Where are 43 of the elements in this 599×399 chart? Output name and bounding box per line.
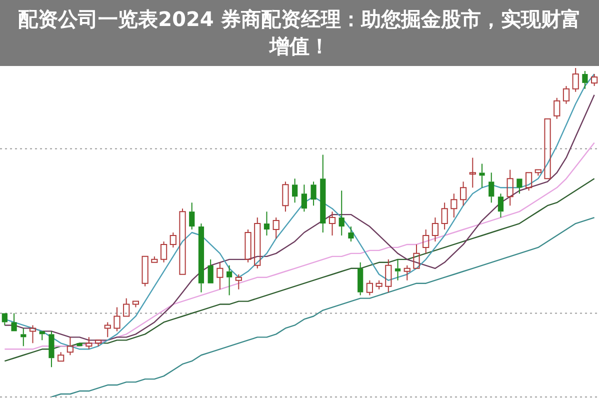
candlestick [582,70,588,90]
candlestick [516,178,522,194]
candlestick [301,184,307,212]
candlestick [385,258,392,293]
candlestick [488,172,494,204]
candlestick [413,244,420,269]
candlestick [216,262,224,290]
candlestick [123,298,130,317]
candlestick [422,229,430,254]
candlestick [432,217,439,242]
candlestick [320,154,326,233]
candlestick [460,181,467,206]
candlestick [48,330,54,368]
candlestick [226,264,232,296]
candlestick [506,169,514,206]
candlestick [338,190,344,236]
candlestick [441,202,448,230]
candlestick [29,324,36,344]
candlestick [498,193,504,218]
candlestick [292,178,298,204]
candlestick [348,226,354,242]
candlestick [114,306,120,332]
candlestick [394,258,401,281]
candlestick [404,264,410,281]
candlestick [189,202,195,230]
candlestick [208,258,214,284]
candlestick [198,223,204,293]
candlestick [39,331,45,341]
candlestick [328,211,336,236]
candlestick [11,312,17,332]
candlestick [450,193,458,218]
candlestick [469,157,476,188]
candlestick [264,211,270,236]
candlestick [66,336,74,356]
candlestick [104,322,111,338]
candlestick [272,217,280,239]
candlestick [2,313,8,326]
candlestick [310,181,316,206]
candlestick [20,328,26,347]
candlestick [235,274,242,290]
candlestick [358,262,364,296]
chart-title: 配资公司一览表2024 券商配资经理：助您掘金股市，实现财富增值！ [0,0,599,66]
candlestick [479,163,485,188]
